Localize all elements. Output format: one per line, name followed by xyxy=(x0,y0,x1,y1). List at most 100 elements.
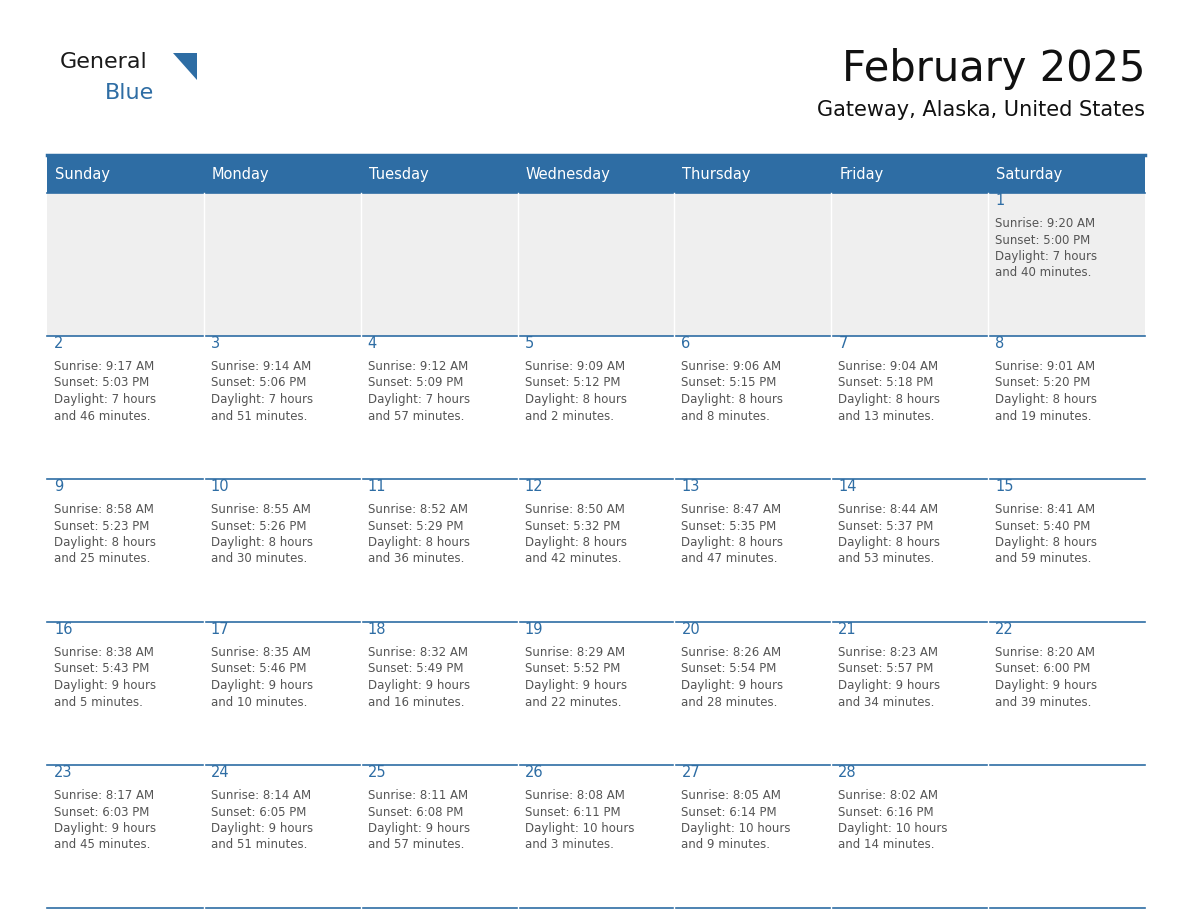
Text: 11: 11 xyxy=(368,479,386,494)
Text: 16: 16 xyxy=(53,622,72,637)
Text: Daylight: 8 hours: Daylight: 8 hours xyxy=(525,393,626,406)
Text: Sunset: 5:54 PM: Sunset: 5:54 PM xyxy=(682,663,777,676)
Text: 25: 25 xyxy=(368,765,386,780)
Text: Sunrise: 8:44 AM: Sunrise: 8:44 AM xyxy=(839,503,939,516)
Text: Sunset: 5:40 PM: Sunset: 5:40 PM xyxy=(996,520,1091,532)
Bar xyxy=(988,765,1145,908)
Bar xyxy=(204,765,361,908)
Text: 9: 9 xyxy=(53,479,63,494)
Text: 22: 22 xyxy=(996,622,1013,637)
Bar xyxy=(832,622,988,765)
Bar xyxy=(832,336,988,479)
Text: 18: 18 xyxy=(368,622,386,637)
Text: and 47 minutes.: and 47 minutes. xyxy=(682,553,778,565)
Text: 14: 14 xyxy=(839,479,857,494)
Text: and 53 minutes.: and 53 minutes. xyxy=(839,553,935,565)
Bar xyxy=(675,193,832,336)
Text: Monday: Monday xyxy=(211,166,270,182)
Text: 26: 26 xyxy=(525,765,543,780)
Text: and 40 minutes.: and 40 minutes. xyxy=(996,266,1092,279)
Text: Sunrise: 8:17 AM: Sunrise: 8:17 AM xyxy=(53,789,154,802)
Text: 12: 12 xyxy=(525,479,543,494)
Text: and 36 minutes.: and 36 minutes. xyxy=(368,553,465,565)
Text: Sunset: 5:57 PM: Sunset: 5:57 PM xyxy=(839,663,934,676)
Text: Daylight: 8 hours: Daylight: 8 hours xyxy=(53,536,156,549)
Bar xyxy=(361,765,518,908)
Text: and 57 minutes.: and 57 minutes. xyxy=(368,409,465,422)
Text: 21: 21 xyxy=(839,622,857,637)
Bar xyxy=(361,336,518,479)
Text: Daylight: 8 hours: Daylight: 8 hours xyxy=(682,536,783,549)
Text: and 2 minutes.: and 2 minutes. xyxy=(525,409,613,422)
Text: Sunrise: 9:01 AM: Sunrise: 9:01 AM xyxy=(996,360,1095,373)
Bar xyxy=(988,336,1145,479)
Bar xyxy=(675,479,832,622)
Text: Sunrise: 9:14 AM: Sunrise: 9:14 AM xyxy=(210,360,311,373)
Bar xyxy=(48,155,204,193)
Text: and 42 minutes.: and 42 minutes. xyxy=(525,553,621,565)
Bar xyxy=(204,193,361,336)
Text: Sunset: 5:52 PM: Sunset: 5:52 PM xyxy=(525,663,620,676)
Text: Sunset: 6:08 PM: Sunset: 6:08 PM xyxy=(368,805,463,819)
Text: Sunset: 5:00 PM: Sunset: 5:00 PM xyxy=(996,233,1091,247)
Bar xyxy=(361,193,518,336)
Text: 24: 24 xyxy=(210,765,229,780)
Text: Daylight: 8 hours: Daylight: 8 hours xyxy=(839,536,940,549)
Text: Daylight: 9 hours: Daylight: 9 hours xyxy=(839,679,941,692)
Text: Sunset: 5:26 PM: Sunset: 5:26 PM xyxy=(210,520,307,532)
Bar xyxy=(361,622,518,765)
Bar xyxy=(204,622,361,765)
Text: Sunrise: 9:04 AM: Sunrise: 9:04 AM xyxy=(839,360,939,373)
Text: Sunrise: 8:20 AM: Sunrise: 8:20 AM xyxy=(996,646,1095,659)
Text: Sunrise: 8:23 AM: Sunrise: 8:23 AM xyxy=(839,646,939,659)
Text: Friday: Friday xyxy=(839,166,884,182)
Text: Sunrise: 8:55 AM: Sunrise: 8:55 AM xyxy=(210,503,311,516)
Text: Daylight: 9 hours: Daylight: 9 hours xyxy=(996,679,1098,692)
Text: Daylight: 9 hours: Daylight: 9 hours xyxy=(53,679,156,692)
Text: Daylight: 8 hours: Daylight: 8 hours xyxy=(996,393,1098,406)
Bar xyxy=(518,765,675,908)
Text: 10: 10 xyxy=(210,479,229,494)
Text: Daylight: 7 hours: Daylight: 7 hours xyxy=(368,393,469,406)
Text: 23: 23 xyxy=(53,765,72,780)
Text: and 57 minutes.: and 57 minutes. xyxy=(368,838,465,852)
Text: Sunset: 6:14 PM: Sunset: 6:14 PM xyxy=(682,805,777,819)
Text: Daylight: 8 hours: Daylight: 8 hours xyxy=(525,536,626,549)
Text: Saturday: Saturday xyxy=(997,166,1062,182)
Text: 2: 2 xyxy=(53,336,63,351)
Text: Sunrise: 8:38 AM: Sunrise: 8:38 AM xyxy=(53,646,154,659)
Text: Sunset: 5:49 PM: Sunset: 5:49 PM xyxy=(368,663,463,676)
Text: Thursday: Thursday xyxy=(682,166,751,182)
Bar xyxy=(204,336,361,479)
Text: Sunset: 6:05 PM: Sunset: 6:05 PM xyxy=(210,805,307,819)
Text: Sunrise: 9:17 AM: Sunrise: 9:17 AM xyxy=(53,360,154,373)
Text: Sunrise: 8:50 AM: Sunrise: 8:50 AM xyxy=(525,503,625,516)
Text: Daylight: 9 hours: Daylight: 9 hours xyxy=(210,679,312,692)
Text: Sunset: 5:46 PM: Sunset: 5:46 PM xyxy=(210,663,307,676)
Text: Daylight: 9 hours: Daylight: 9 hours xyxy=(682,679,784,692)
Bar xyxy=(832,765,988,908)
Text: and 28 minutes.: and 28 minutes. xyxy=(682,696,778,709)
Text: Sunset: 6:11 PM: Sunset: 6:11 PM xyxy=(525,805,620,819)
Text: and 46 minutes.: and 46 minutes. xyxy=(53,409,151,422)
Text: Daylight: 9 hours: Daylight: 9 hours xyxy=(525,679,627,692)
Text: Sunset: 5:12 PM: Sunset: 5:12 PM xyxy=(525,376,620,389)
Bar xyxy=(675,765,832,908)
Bar xyxy=(361,479,518,622)
Text: and 19 minutes.: and 19 minutes. xyxy=(996,409,1092,422)
Text: and 8 minutes.: and 8 minutes. xyxy=(682,409,770,422)
Bar xyxy=(48,765,204,908)
Text: Sunset: 5:18 PM: Sunset: 5:18 PM xyxy=(839,376,934,389)
Text: 28: 28 xyxy=(839,765,857,780)
Text: Daylight: 8 hours: Daylight: 8 hours xyxy=(839,393,940,406)
Text: 20: 20 xyxy=(682,622,700,637)
Text: Sunset: 5:43 PM: Sunset: 5:43 PM xyxy=(53,663,150,676)
Text: Sunrise: 8:41 AM: Sunrise: 8:41 AM xyxy=(996,503,1095,516)
Bar xyxy=(988,193,1145,336)
Text: Daylight: 9 hours: Daylight: 9 hours xyxy=(53,822,156,835)
Bar xyxy=(48,193,204,336)
Text: and 3 minutes.: and 3 minutes. xyxy=(525,838,613,852)
Bar xyxy=(361,155,518,193)
Text: and 9 minutes.: and 9 minutes. xyxy=(682,838,771,852)
Text: 6: 6 xyxy=(682,336,690,351)
